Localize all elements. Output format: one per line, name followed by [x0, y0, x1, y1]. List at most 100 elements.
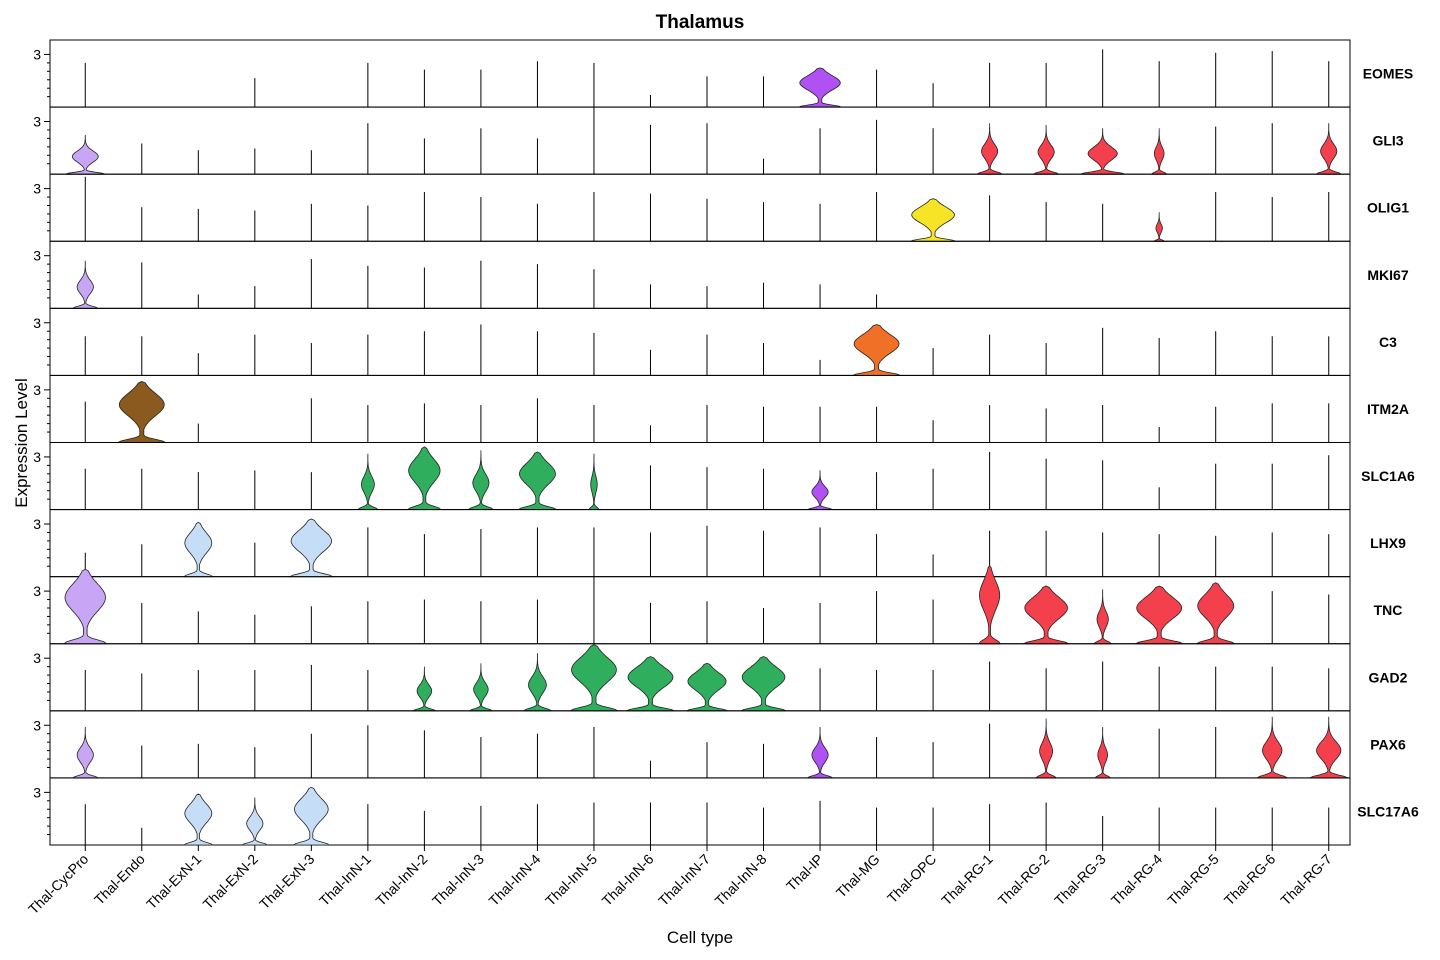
- y-tick-label: 3: [33, 114, 41, 130]
- y-tick-label: 3: [33, 717, 41, 733]
- violin-thal-ip: [798, 67, 842, 108]
- gene-label: MKI67: [1367, 267, 1408, 283]
- x-tick-label: Thal-RG-3: [1051, 851, 1109, 909]
- violin-thal-cycpro: [71, 260, 100, 309]
- chart-title: Thalamus: [656, 12, 745, 33]
- violin-thal-inn-5: [570, 644, 620, 712]
- violin-thal-cycpro: [65, 134, 106, 175]
- y-tick-label: 3: [33, 181, 41, 197]
- x-tick-label: Thal-RG-2: [995, 851, 1053, 909]
- violin-thal-rg-3: [1094, 726, 1112, 779]
- gene-panel-itm2a: 3 ITM2A: [33, 374, 1409, 443]
- violin-thal-inn-1: [356, 453, 379, 510]
- violin-thal-inn-5: [588, 453, 600, 510]
- x-tick-label: Thal-InN-8: [712, 851, 770, 909]
- violin-thal-rg-3: [1092, 589, 1113, 645]
- x-tick-label: Thal-ExN-3: [256, 851, 318, 913]
- x-tick-label: Thal-MG: [833, 851, 883, 901]
- x-tick-label: Thal-RG-5: [1164, 851, 1222, 909]
- gene-label: PAX6: [1370, 736, 1406, 752]
- y-tick-label: 3: [33, 46, 41, 62]
- violin-thal-exn-2: [240, 797, 269, 846]
- x-tick-label: Thal-ExN-1: [143, 851, 205, 913]
- y-tick-label: 3: [33, 650, 41, 666]
- violin-thal-rg-7: [1309, 716, 1348, 779]
- violin-thal-exn-1: [182, 793, 214, 846]
- gene-panel-eomes: 3 EOMES: [33, 39, 1414, 108]
- x-axis-title: Cell type: [667, 928, 733, 947]
- gene-label: GAD2: [1369, 669, 1408, 685]
- violin-thal-rg-5: [1195, 582, 1236, 645]
- violin-thal-exn-3: [288, 518, 335, 578]
- violin-thal-rg-2: [1032, 124, 1060, 175]
- gene-label: C3: [1379, 334, 1397, 350]
- violin-thal-opc: [910, 198, 956, 242]
- violin-thal-cycpro: [62, 568, 108, 645]
- x-tick-label: Thal-Endo: [91, 851, 148, 908]
- violin-thal-inn-3: [468, 663, 494, 712]
- violin-thal-rg-6: [1255, 716, 1289, 779]
- violin-thal-rg-4: [1135, 585, 1184, 645]
- x-tick-label: Thal-ExN-2: [200, 851, 262, 913]
- gene-panel-gad2: 3 GAD2: [33, 643, 1408, 712]
- x-tick-label: Thal-InN-3: [429, 851, 487, 909]
- violin-thal-inn-8: [740, 656, 787, 712]
- gene-label: OLIG1: [1367, 200, 1409, 216]
- violin-thal-rg-4: [1150, 128, 1168, 175]
- x-tick-label: Thal-OPC: [884, 851, 939, 906]
- gene-panel-c3: 3 C3: [33, 307, 1397, 376]
- y-axis-title: Expression Level: [12, 378, 31, 507]
- y-tick-label: 3: [33, 382, 41, 398]
- violin-thal-rg-7: [1314, 123, 1343, 175]
- y-tick-label: 3: [33, 248, 41, 264]
- violin-thal-ip: [807, 470, 833, 510]
- y-tick-label: 3: [33, 449, 41, 465]
- violin-thal-rg-2: [1022, 585, 1071, 645]
- x-tick-label: Thal-InN-1: [316, 851, 374, 909]
- gene-label: TNC: [1374, 602, 1403, 618]
- violin-thal-rg-1: [978, 565, 1002, 645]
- x-tick-label: Thal-RG-1: [938, 851, 996, 909]
- x-tick-label: Thal-RG-4: [1108, 851, 1166, 909]
- violin-thal-inn-3: [467, 450, 495, 510]
- gene-label: SLC1A6: [1361, 468, 1415, 484]
- y-tick-label: 3: [33, 315, 41, 331]
- x-tick-label: Thal-InN-2: [372, 851, 430, 909]
- violin-thal-exn-3: [292, 786, 331, 846]
- gene-panel-slc17a6: 3 SLC17A6: [33, 777, 1419, 846]
- violin-thal-endo: [117, 380, 166, 443]
- violin-thal-rg-3: [1080, 128, 1126, 175]
- y-tick-label: 3: [33, 583, 41, 599]
- gene-panel-tnc: 3 TNC: [33, 565, 1403, 645]
- x-tick-label: Thal-InN-4: [485, 851, 543, 909]
- violin-panels: 3EOMES3GLI33OLIG13MKI673C33ITM2A3SLC1A63…: [33, 39, 1419, 846]
- gene-panel-olig1: 3 OLIG1: [33, 173, 1409, 242]
- gene-panel-lhx9: 3 LHX9: [33, 509, 1406, 578]
- violin-thal-inn-6: [626, 656, 675, 712]
- violin-thal-rg-2: [1035, 718, 1058, 779]
- gene-panel-slc1a6: 3 SLC1A6: [33, 442, 1415, 511]
- violin-thal-cycpro: [71, 726, 100, 779]
- violin-thal-rg-4: [1153, 212, 1166, 242]
- y-tick-label: 3: [33, 784, 41, 800]
- violin-thal-mg: [852, 324, 901, 376]
- x-tick-label: Thal-InN-5: [542, 851, 600, 909]
- violin-thal-inn-2: [411, 666, 438, 712]
- x-tick-label: Thal-IP: [783, 851, 826, 894]
- gene-label: GLI3: [1372, 133, 1403, 149]
- gene-panel-pax6: 3 PAX6: [33, 710, 1406, 779]
- violin-thal-inn-2: [406, 446, 443, 510]
- x-tick-label: Thal-InN-7: [655, 851, 713, 909]
- violin-thal-inn-7: [686, 662, 728, 712]
- violin-thal-inn-4: [522, 653, 553, 712]
- gene-label: SLC17A6: [1357, 803, 1419, 819]
- gene-label: EOMES: [1363, 66, 1414, 82]
- gene-panel-mki67: 3 MKI67: [33, 240, 1409, 309]
- x-tick-label: Thal-RG-7: [1277, 851, 1335, 909]
- gene-label: LHX9: [1370, 535, 1406, 551]
- violin-thal-inn-4: [517, 451, 558, 510]
- gene-label: ITM2A: [1367, 401, 1409, 417]
- x-tick-label: Thal-RG-6: [1221, 851, 1279, 909]
- x-axis-ticks: Thal-CycPro Thal-EndoThal-ExN-1Thal-ExN-2…: [25, 845, 1335, 917]
